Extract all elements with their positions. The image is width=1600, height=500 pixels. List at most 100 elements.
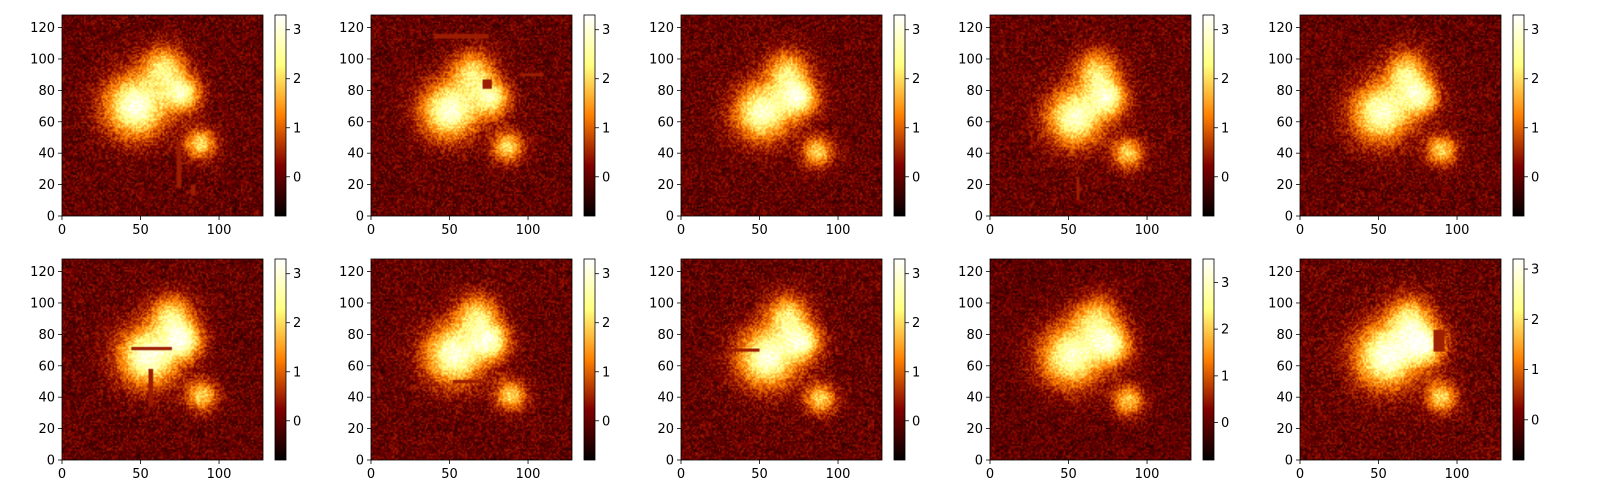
y-tick-label: 60 — [966, 115, 983, 130]
heatmap-image — [681, 259, 882, 460]
y-tick-label: 0 — [666, 454, 674, 469]
y-tick-label: 40 — [38, 147, 55, 162]
y-tick-label: 0 — [1285, 454, 1293, 469]
y-tick-label: 120 — [958, 21, 983, 36]
heatmap-image — [990, 15, 1191, 216]
colorbar-tick-label: 1 — [293, 365, 301, 380]
colorbar — [893, 258, 906, 461]
colorbar-tick-label: 3 — [293, 267, 301, 282]
axes-frame — [370, 14, 573, 217]
colorbar-tick-label: 2 — [602, 316, 610, 331]
axes-frame — [989, 14, 1192, 217]
colorbar-tick-label: 0 — [293, 170, 301, 185]
x-tick-label: 0 — [1296, 467, 1304, 482]
y-tick-label: 20 — [657, 178, 674, 193]
y-tick-label: 120 — [30, 265, 55, 280]
colorbar-tick-label: 1 — [1221, 121, 1229, 136]
colorbar-tick-label: 2 — [912, 316, 920, 331]
y-tick-label: 80 — [966, 328, 983, 343]
axes-frame — [680, 258, 883, 461]
y-tick-label: 0 — [356, 210, 364, 225]
y-tick-label: 20 — [1276, 178, 1293, 193]
y-tick-label: 80 — [966, 84, 983, 99]
y-tick-label: 100 — [958, 52, 983, 67]
y-tick-label: 100 — [1268, 52, 1293, 67]
y-tick-label: 20 — [38, 422, 55, 437]
y-tick-label: 120 — [649, 265, 674, 280]
colorbar-tick-label: 2 — [293, 72, 301, 87]
x-tick-label: 50 — [751, 467, 768, 482]
y-tick-label: 120 — [1268, 21, 1293, 36]
x-tick-label: 0 — [58, 467, 66, 482]
y-tick-label: 40 — [966, 391, 983, 406]
colorbar-tick-label: 2 — [912, 72, 920, 87]
x-tick-label: 50 — [441, 467, 458, 482]
y-tick-label: 40 — [38, 391, 55, 406]
y-tick-label: 60 — [347, 359, 364, 374]
colorbar-tick-label: 0 — [912, 414, 920, 429]
heatmap-panel: 0 50 100 0 20 40 60 80 100 120 0 1 2 3 — [649, 14, 920, 238]
x-tick-label: 100 — [826, 223, 851, 238]
colorbar — [583, 258, 596, 461]
x-tick-label: 0 — [986, 467, 994, 482]
x-tick-label: 50 — [1370, 467, 1387, 482]
y-tick-label: 80 — [38, 84, 55, 99]
y-tick-label: 120 — [30, 21, 55, 36]
heatmap-panel: 0 50 100 0 20 40 60 80 100 120 0 1 2 3 — [958, 14, 1229, 238]
colorbar-tick-label: 3 — [1531, 263, 1539, 278]
colorbar-tick-label: 1 — [912, 365, 920, 380]
heatmap-image — [62, 15, 263, 216]
y-tick-label: 0 — [47, 454, 55, 469]
y-tick-label: 20 — [657, 422, 674, 437]
axes-frame — [370, 258, 573, 461]
colorbar-tick-label: 0 — [293, 414, 301, 429]
y-tick-label: 60 — [1276, 115, 1293, 130]
y-tick-label: 60 — [657, 115, 674, 130]
colorbar-tick-label: 2 — [1221, 72, 1229, 87]
axes-frame — [1299, 14, 1502, 217]
y-tick-label: 60 — [657, 359, 674, 374]
y-tick-label: 100 — [649, 296, 674, 311]
y-tick-label: 80 — [1276, 328, 1293, 343]
x-tick-label: 100 — [1135, 223, 1160, 238]
heatmap-image — [990, 259, 1191, 460]
x-tick-label: 0 — [367, 467, 375, 482]
y-tick-label: 20 — [347, 422, 364, 437]
heatmap-panel: 0 50 100 0 20 40 60 80 100 120 0 1 2 3 — [1268, 14, 1539, 238]
axes-frame — [61, 258, 264, 461]
colorbar-tick-label: 2 — [1531, 313, 1539, 328]
axes-frame — [61, 14, 264, 217]
colorbar-tick-label: 0 — [1531, 170, 1539, 185]
heatmap-image — [681, 15, 882, 216]
y-tick-label: 0 — [356, 454, 364, 469]
y-tick-label: 40 — [1276, 391, 1293, 406]
x-tick-label: 100 — [207, 223, 232, 238]
heatmap-panel: 0 50 100 0 20 40 60 80 100 120 0 1 2 3 — [30, 258, 301, 482]
axes-frame — [680, 14, 883, 217]
y-tick-label: 20 — [966, 422, 983, 437]
colorbar-tick-label: 3 — [912, 267, 920, 282]
colorbar — [274, 14, 287, 217]
x-tick-label: 0 — [58, 223, 66, 238]
colorbar — [1202, 258, 1215, 461]
y-tick-label: 120 — [339, 265, 364, 280]
colorbar-tick-label: 3 — [1531, 23, 1539, 38]
x-tick-label: 100 — [826, 467, 851, 482]
x-tick-label: 100 — [1135, 467, 1160, 482]
colorbar-tick-label: 1 — [293, 121, 301, 136]
colorbar-tick-label: 0 — [912, 170, 920, 185]
y-tick-label: 20 — [347, 178, 364, 193]
x-tick-label: 0 — [1296, 223, 1304, 238]
x-tick-label: 100 — [516, 223, 541, 238]
axes-frame — [1299, 258, 1502, 461]
axes-frame — [989, 258, 1192, 461]
y-tick-label: 100 — [1268, 296, 1293, 311]
y-tick-label: 0 — [47, 210, 55, 225]
y-tick-label: 60 — [38, 359, 55, 374]
colorbar-tick-label: 0 — [602, 414, 610, 429]
colorbar-tick-label: 3 — [602, 23, 610, 38]
heatmap-image — [371, 15, 572, 216]
heatmap-panel: 0 50 100 0 20 40 60 80 100 120 0 1 2 3 — [30, 14, 301, 238]
y-tick-label: 60 — [966, 359, 983, 374]
x-tick-label: 100 — [207, 467, 232, 482]
